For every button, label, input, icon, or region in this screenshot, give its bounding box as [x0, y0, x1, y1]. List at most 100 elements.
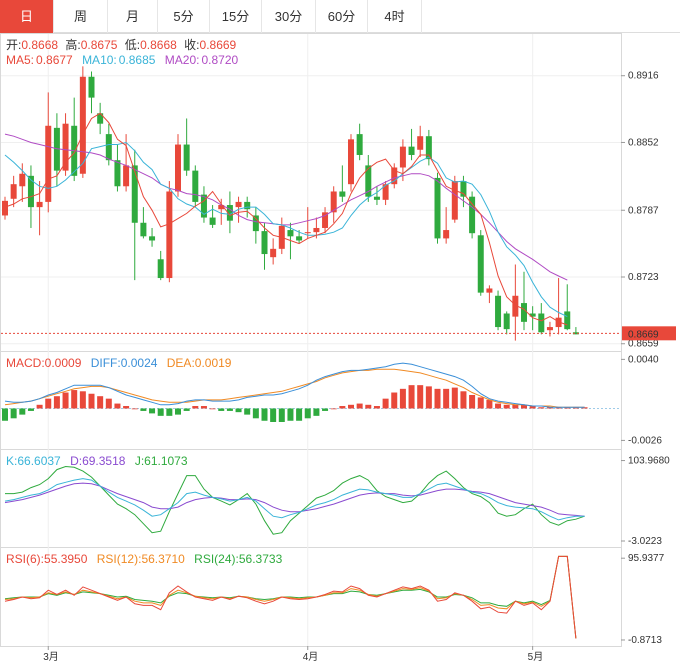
- macd-bar: [373, 406, 380, 409]
- macd-bar: [79, 391, 86, 409]
- candle-up: [45, 125, 52, 202]
- candle-down: [339, 191, 346, 197]
- macd-tick-label: -0.0026: [628, 435, 662, 446]
- candle-down: [97, 113, 104, 124]
- kdj-d-line: [4, 482, 585, 517]
- candle-down: [529, 313, 536, 317]
- candle-up: [382, 184, 389, 200]
- tab-7[interactable]: 4时: [368, 0, 422, 33]
- tab-5[interactable]: 30分: [262, 0, 316, 33]
- current-price-label: 0.8669: [628, 329, 659, 340]
- candle-up: [2, 200, 8, 216]
- kdj-indicator: [4, 465, 585, 535]
- candle-down: [244, 201, 251, 210]
- macd-bar: [581, 407, 588, 409]
- rsi-panel-frame: [0, 547, 622, 647]
- candle-up: [313, 227, 320, 233]
- candle-down: [157, 259, 164, 279]
- month-label: 5月: [528, 651, 544, 663]
- macd-bar: [486, 399, 493, 409]
- macd-bar: [434, 388, 441, 409]
- macd-bar: [200, 406, 207, 409]
- candle-down: [200, 194, 207, 218]
- macd-bar: [244, 408, 251, 415]
- kdj-tick-label: -3.0223: [628, 536, 662, 547]
- tab-1[interactable]: 周: [54, 0, 108, 33]
- candle-up: [417, 136, 424, 150]
- candle-down: [503, 313, 510, 330]
- candle-down: [425, 136, 432, 160]
- candle-down: [521, 303, 527, 322]
- macd-bar: [218, 408, 225, 411]
- macd-bar: [313, 408, 320, 416]
- kdj-k-line: [4, 478, 585, 521]
- candle-up: [270, 248, 277, 258]
- candle-down: [88, 76, 95, 98]
- candle-down: [365, 165, 372, 197]
- macd-bar: [469, 394, 476, 409]
- candle-down: [287, 230, 294, 237]
- candle-down: [408, 146, 415, 155]
- rsi-info-line: RSI(6):55.3950 RSI(12):56.3710 RSI(24):5…: [6, 552, 283, 566]
- tab-4[interactable]: 15分: [210, 0, 262, 33]
- kdj-tick-label: 103.9680: [628, 456, 670, 467]
- tab-0[interactable]: 日: [0, 0, 54, 33]
- macd-bar: [261, 408, 268, 421]
- candle-down: [356, 134, 363, 155]
- price-info-line: 开:0.8668 高:0.8675 低:0.8668 收:0.8669: [6, 37, 237, 52]
- candle-down: [53, 127, 60, 171]
- candle-up: [451, 181, 458, 220]
- rsi6-line: [4, 555, 577, 639]
- macd-bar: [564, 407, 571, 409]
- macd-bar: [27, 408, 34, 411]
- candle-up: [36, 201, 43, 208]
- macd-bar: [19, 408, 26, 415]
- candle-up: [19, 173, 26, 187]
- macd-bar: [71, 390, 78, 409]
- candle-down: [495, 295, 502, 328]
- candle-down: [373, 196, 380, 200]
- candle-down: [149, 236, 156, 241]
- candle-up: [443, 230, 450, 239]
- candle-up: [322, 212, 329, 228]
- macd-bar: [209, 408, 216, 410]
- macd-bar: [175, 408, 181, 415]
- tab-2[interactable]: 月: [108, 0, 158, 33]
- macd-bar: [235, 408, 242, 413]
- macd-bar: [10, 408, 17, 419]
- macd-indicator: [1, 362, 621, 422]
- candle-down: [131, 165, 138, 223]
- macd-info-line: MACD:0.0009 DIFF:0.0024 DEA:0.0019: [6, 356, 232, 370]
- candle-up: [391, 167, 398, 185]
- macd-bar: [149, 408, 156, 414]
- price-tick-label: 0.8723: [628, 272, 659, 283]
- macd-bar: [572, 407, 579, 409]
- candle-down: [252, 215, 259, 232]
- gridlines: [1, 34, 621, 646]
- candle-down: [183, 144, 190, 171]
- period-tabs: 日周月 5分 15分 30分 60分 4时: [0, 0, 680, 33]
- macd-bar: [140, 408, 147, 411]
- kdj-info-line: K:66.6037 D:69.3518 J:61.1073: [6, 454, 188, 468]
- ma20-line: [4, 133, 568, 281]
- macd-bar: [529, 406, 536, 409]
- price-tick-label: 0.8787: [628, 205, 659, 216]
- macd-bar: [157, 408, 164, 416]
- candle-up: [399, 146, 406, 168]
- candle-down: [261, 231, 268, 255]
- macd-bar: [304, 408, 311, 419]
- candle-down: [226, 205, 233, 221]
- candle-up: [166, 191, 173, 279]
- current-price-badge: [622, 326, 676, 341]
- tab-3[interactable]: 5分: [158, 0, 210, 33]
- macd-bar: [538, 407, 545, 409]
- tab-6[interactable]: 60分: [316, 0, 368, 33]
- candle-up: [348, 139, 354, 185]
- macd-bar: [443, 388, 450, 409]
- macd-bar: [62, 392, 69, 409]
- macd-bar: [382, 398, 389, 409]
- macd-bar: [356, 403, 363, 409]
- rsi12-line: [4, 555, 577, 639]
- macd-bar: [166, 408, 173, 416]
